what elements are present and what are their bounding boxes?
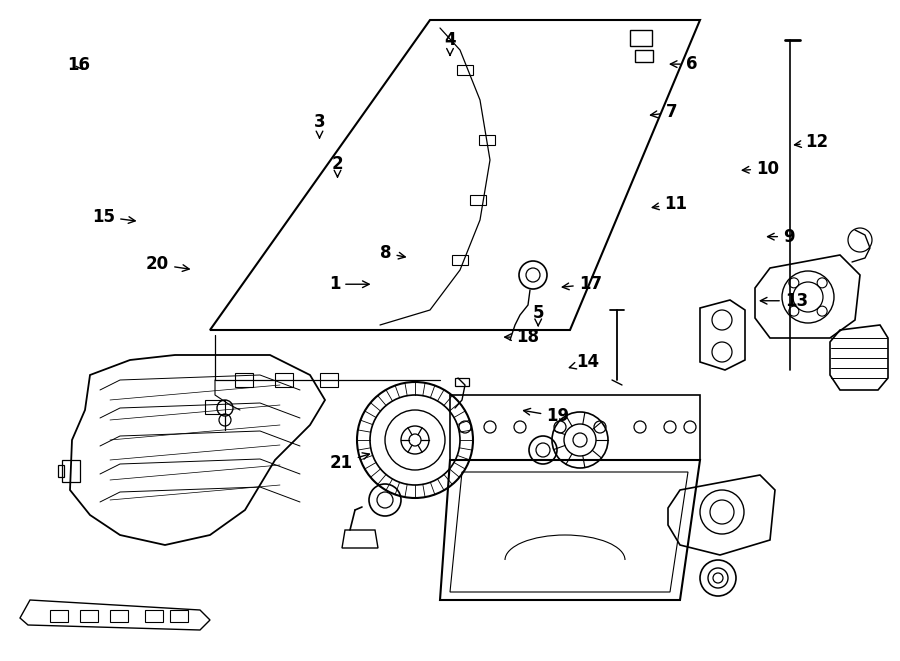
Text: 5: 5 [533,303,544,326]
Text: 20: 20 [146,255,189,274]
Text: 21: 21 [329,453,369,472]
Text: 15: 15 [92,208,135,226]
Text: 16: 16 [68,56,91,74]
Text: 6: 6 [670,55,698,73]
Bar [452,255,468,265]
Text: 1: 1 [328,275,369,293]
Bar [205,400,225,414]
Text: 17: 17 [562,275,602,293]
Bar [58,465,64,477]
Text: 9: 9 [768,227,795,246]
Text: 7: 7 [651,103,678,122]
Bar [630,30,652,46]
Text: 19: 19 [524,407,570,426]
Text: 13: 13 [760,292,808,310]
Bar [62,460,80,482]
Bar [635,50,653,62]
Bar [235,373,253,387]
Text: 11: 11 [652,194,688,213]
Text: 18: 18 [505,328,539,346]
Bar [455,378,469,386]
Text: 10: 10 [742,159,779,178]
Bar [320,373,338,387]
Text: 14: 14 [570,353,599,371]
Bar [470,195,486,205]
Bar [457,65,473,75]
Text: 4: 4 [445,30,455,56]
Text: 8: 8 [380,244,405,262]
Bar [275,373,293,387]
Text: 2: 2 [332,155,343,177]
Bar [479,135,495,145]
Text: 12: 12 [795,133,829,151]
Text: 3: 3 [314,113,325,138]
